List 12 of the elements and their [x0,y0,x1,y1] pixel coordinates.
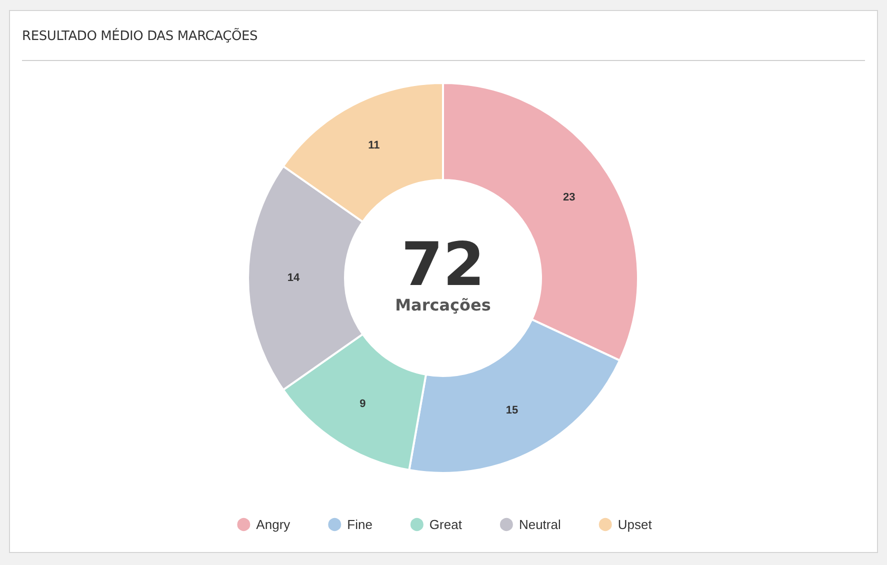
data-label: 23 [562,192,576,204]
data-label: 9 [360,398,366,410]
data-label: 14 [287,272,300,284]
data-label: 11 [368,139,380,152]
text: Marcações [395,296,491,314]
legend-label: Angry [256,517,291,532]
legend-label: Upset [618,517,652,532]
data-label: 15 [506,404,518,417]
legend-label: Great [429,517,462,532]
chart-title: RESULTADO MÉDIO DAS MARCAÇÕES [22,25,865,61]
legend-label: Neutral [518,517,561,532]
legend-label: Fine [347,517,372,532]
